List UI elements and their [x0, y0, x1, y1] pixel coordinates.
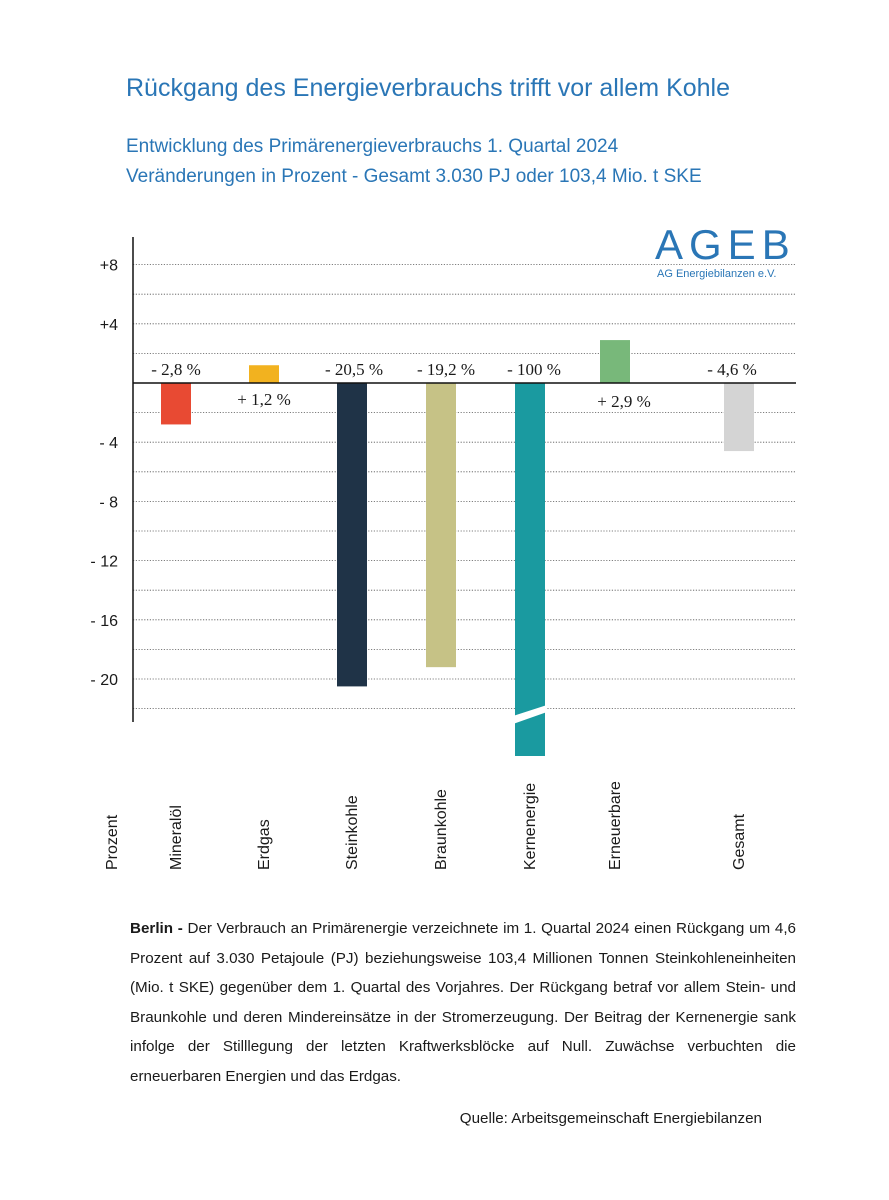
- axis-break-mark: [513, 705, 547, 724]
- y-tick-label: +4: [100, 317, 118, 334]
- category-labels: Prozent Mineralöl Erdgas Steinkohle Braunkoh…: [104, 781, 748, 870]
- y-tick-label: - 20: [90, 672, 118, 689]
- press-text-lead: Berlin -: [130, 920, 183, 937]
- bar-braunkohle: [426, 383, 456, 668]
- y-tick-label: +8: [100, 258, 118, 275]
- bar-chart: +8+4- 4- 8- 12- 16- 20 - 2,8 %+ 1,2 %- 2…: [90, 237, 796, 870]
- category-label: Kernenergie: [522, 783, 539, 870]
- data-label: + 2,9 %: [597, 392, 651, 411]
- axes: [132, 237, 796, 722]
- bar-kernenergie: [515, 383, 545, 756]
- chart-title: Rückgang des Energieverbrauchs trifft vo…: [126, 74, 731, 102]
- source-note: Quelle: Arbeitsgemeinschaft Energiebilan…: [459, 1110, 762, 1127]
- data-label: - 100 %: [507, 360, 561, 379]
- data-label: - 2,8 %: [151, 360, 201, 379]
- press-text: Berlin - Der Verbrauch an Primärenergie …: [130, 914, 796, 1091]
- category-label: Braunkohle: [433, 789, 450, 870]
- ageb-logo-subtitle: AG Energiebilanzen e.V.: [657, 268, 777, 280]
- category-label: Mineralöl: [168, 805, 185, 870]
- category-label: Erdgas: [256, 819, 273, 870]
- data-label: + 1,2 %: [237, 390, 291, 409]
- bar-steinkohle: [337, 383, 367, 687]
- y-tick-labels: +8 +4 - 4 - 8 - 12 - 16 - 20: [90, 258, 118, 689]
- bar-gesamt: [724, 383, 754, 452]
- bar-erneuerbare: [600, 340, 630, 383]
- y-tick-label: - 16: [90, 613, 118, 630]
- bar-erdgas: [249, 365, 279, 383]
- category-label: Gesamt: [731, 813, 748, 870]
- data-label: - 20,5 %: [325, 360, 383, 379]
- category-label: Steinkohle: [344, 795, 361, 870]
- bars: [161, 340, 754, 756]
- press-text-body: Der Verbrauch an Primärenergie verzeichn…: [130, 920, 796, 1085]
- ageb-logo: AGEB: [655, 221, 796, 268]
- data-labels: - 2,8 % + 1,2 % - 20,5 % - 19,2 % - 100 % + 2…: [151, 360, 757, 411]
- bar-mineralöl: [161, 383, 191, 425]
- y-tick-label: - 4: [99, 435, 118, 452]
- y-axis-label: Prozent: [104, 814, 121, 870]
- chart-subtitle-1: Entwicklung des Primärenergieverbrauchs …: [126, 136, 619, 157]
- grid-lines: [133, 264, 796, 709]
- y-tick-label: - 8: [99, 494, 118, 511]
- data-label: - 4,6 %: [707, 360, 757, 379]
- data-label: - 19,2 %: [417, 360, 475, 379]
- category-label: Erneuerbare: [607, 781, 624, 870]
- chart-subtitle-2: Veränderungen in Prozent - Gesamt 3.030 …: [126, 166, 702, 187]
- y-tick-label: - 12: [90, 554, 118, 571]
